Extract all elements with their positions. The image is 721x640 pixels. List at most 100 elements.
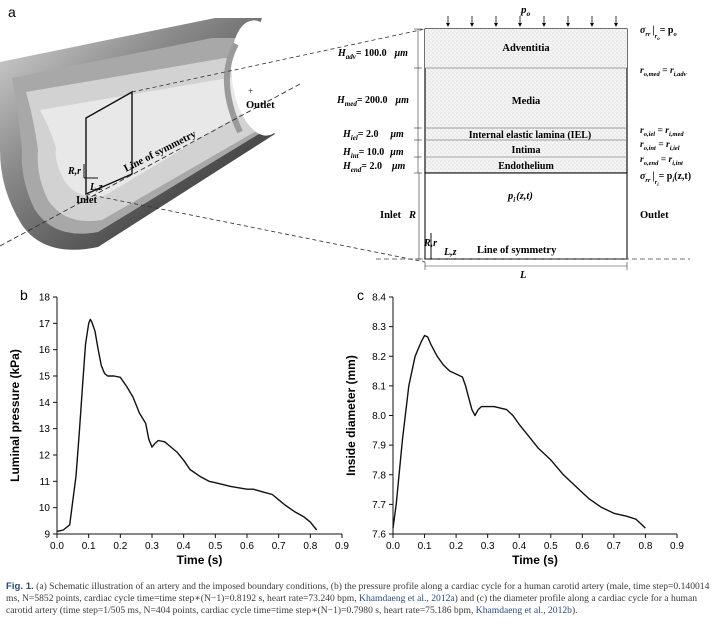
series-line (392, 334, 646, 529)
interface-labels: ro,med = ri,adv ro,iel = ri,med ro,int =… (640, 66, 687, 167)
y-tick-label: 10 (39, 503, 51, 514)
top-pressure-arrows (446, 16, 618, 27)
lumen-box (424, 172, 628, 260)
x-tick-label: 0.3 (481, 541, 495, 552)
figure-caption: Fig. 1. (a) Schematic illustration of an… (6, 581, 714, 617)
x-tick-label: 0.5 (544, 541, 558, 552)
series-line (56, 318, 318, 533)
y-tick-label: 8.1 (372, 381, 386, 392)
length-label: L (519, 270, 526, 281)
iface-int: ro,end = ri,int (640, 155, 683, 167)
connector-bottom (85, 193, 426, 263)
h-med: Hmed= 200.0 μm (336, 95, 409, 108)
x-tick-label: 0.9 (335, 541, 349, 552)
zz-label-3d: L,z (89, 182, 103, 193)
pressure-arrow-head (590, 23, 594, 27)
y-tick-label: 14 (39, 398, 51, 409)
x-tick-label: 0.2 (113, 541, 127, 552)
symmetry-label: Line of symmetry (477, 245, 557, 256)
x-tick-label: 0.8 (303, 541, 317, 552)
y-tick-label: 7.7 (372, 500, 386, 511)
outlet-label-3d: Outlet (246, 100, 275, 111)
x-tick-label: 0.3 (145, 541, 159, 552)
y-tick-label: 11 (40, 477, 51, 488)
rr-label: R,r (423, 238, 437, 249)
y-tick-label: 17 (39, 319, 51, 330)
x-tick-label: 0.1 (82, 541, 96, 552)
x-tick-label: 0.4 (177, 541, 191, 552)
layer-media: Media (512, 96, 541, 107)
pressure-arrow-head (566, 23, 570, 27)
y-tick-label: 9 (44, 530, 50, 541)
pressure-arrow-head (614, 23, 618, 27)
po-label: po (520, 4, 531, 18)
x-tick-label: 0.5 (208, 541, 222, 552)
rr-label-3d: R,r (67, 166, 81, 177)
pi-label: pi(z,t) (507, 191, 533, 204)
caption-text-3: ). (571, 605, 578, 616)
citation-link-2[interactable]: Khamdaeng et al., 2012b (475, 605, 572, 616)
h-int: Hint= 10.0 μm (342, 147, 404, 160)
sigma-top: σrr |ro= po (640, 25, 677, 42)
layer-endothelium: Endothelium (498, 161, 554, 172)
x-tick-label: 0.6 (575, 541, 589, 552)
x-tick-label: 0.9 (670, 541, 684, 552)
x-tick-label: 0.2 (449, 541, 463, 552)
caption-label: Fig. 1. (6, 581, 34, 592)
citation-link-1[interactable]: Khamdaeng et al., 2012a (359, 593, 455, 604)
inlet-label: Inlet (380, 210, 402, 221)
y-tick-label: 16 (39, 345, 51, 356)
layer-intima: Intima (512, 145, 541, 156)
x-tick-label: 0.8 (638, 541, 652, 552)
panel-label-a: a (8, 4, 16, 20)
pressure-chart: 9 10 11 12 13 14 15 16 17 18 0.0 0.1 0.2 0.3 0.4 0.5 0.6… (8, 293, 349, 568)
x-tick-label: 0.0 (50, 541, 64, 552)
outlet-label: Outlet (640, 210, 669, 221)
y-tick-label: 18 (39, 293, 51, 304)
x-axis-label: Time (s) (512, 553, 558, 567)
x-tick-label: 0.4 (512, 541, 526, 552)
diameter-chart: 7.6 7.7 7.8 7.9 8.0 8.1 8.2 8.3 8.4 0.0 0.1 0.2 0.3 0… (344, 293, 684, 568)
y-tick-label: 8.0 (372, 411, 386, 422)
y-tick-label: 12 (39, 451, 51, 462)
connector-top (131, 28, 426, 93)
sigma-bottom: σrr |ri= pi(z,t) (640, 171, 691, 188)
iface-iel: ro,int = ri,iel (640, 140, 680, 152)
y-axis-label: Inside diameter (mm) (344, 355, 358, 476)
y-tick-label: 7.8 (372, 470, 386, 481)
figure: a + Outlet Inlet Line of symmetry R,r L,… (0, 4, 691, 568)
x-tick-label: 0.7 (607, 541, 621, 552)
h-adv: Hadv= 100.0 μm (337, 48, 408, 61)
y-axis-label: Luminal pressure (kPa) (8, 349, 22, 482)
panel-label-c: c (357, 287, 364, 303)
y-tick-label: 15 (39, 372, 51, 383)
x-tick-label: 0.1 (418, 541, 432, 552)
lz-label: L,z (443, 247, 457, 258)
h-iel: Hiel= 2.0 μm (342, 129, 404, 142)
pressure-arrow-head (446, 23, 450, 27)
adventitia-layer (425, 29, 627, 68)
y-tick-label: 7.9 (372, 441, 386, 452)
iface-med: ro,iel = ri,med (640, 126, 684, 138)
y-tick-label: 8.4 (372, 293, 386, 304)
layer-iel: Internal elastic lamina (IEL) (469, 130, 592, 141)
x-tick-label: 0.6 (240, 541, 254, 552)
pressure-arrow-head (470, 23, 474, 27)
y-tick-label: 8.2 (372, 352, 386, 363)
r-label: R (408, 210, 416, 221)
x-tick-label: 0.0 (386, 541, 400, 552)
thickness-labels: Hadv= 100.0 μm Hmed= 200.0 μm Hiel= 2.0 μm … (336, 48, 409, 174)
layer-schematic: po Adventitia Media Internal elastic lam… (336, 4, 691, 281)
y-tick-label: 13 (39, 424, 51, 435)
pressure-arrow-head (494, 23, 498, 27)
panel-label-b: b (20, 287, 28, 303)
caption-text-1: (a) Schematic illustration of an artery … (6, 581, 710, 604)
x-tick-label: 0.7 (272, 541, 286, 552)
y-tick-label: 8.3 (372, 322, 386, 333)
caption-text-2: ) and (c) the diameter profile along a c… (6, 593, 698, 616)
iface-adv: ro,med = ri,adv (640, 66, 687, 78)
pressure-arrow-head (542, 23, 546, 27)
h-end: Hend= 2.0 μm (342, 161, 406, 174)
artery-illustration: + Outlet Inlet Line of symmetry R,r L,z (0, 18, 301, 250)
layer-adventitia: Adventitia (502, 43, 550, 54)
